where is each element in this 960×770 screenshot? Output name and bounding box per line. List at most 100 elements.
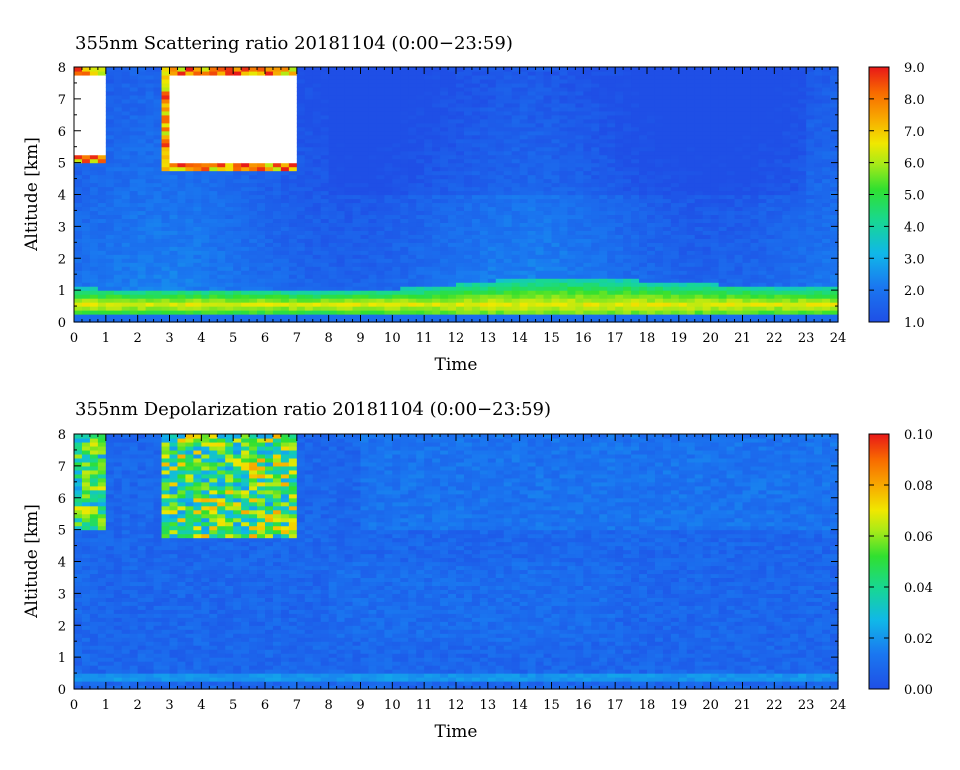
heatmap-cell — [631, 218, 640, 223]
heatmap-cell — [376, 94, 385, 100]
heatmap-cell — [272, 150, 282, 156]
heatmap-cell — [209, 246, 218, 251]
heatmap-cell — [145, 318, 155, 323]
heatmap-cell — [543, 298, 553, 303]
heatmap-cell — [280, 310, 290, 315]
heatmap-cell — [631, 290, 640, 295]
heatmap-cell — [647, 274, 656, 279]
heatmap-cell — [312, 274, 322, 279]
heatmap-cell — [81, 174, 91, 180]
heatmap-cell — [129, 126, 139, 132]
heatmap-cell — [448, 154, 457, 160]
heatmap-cell — [344, 214, 354, 219]
heatmap-cell — [177, 210, 187, 216]
heatmap-cell — [654, 306, 664, 311]
heatmap-cell — [440, 250, 449, 255]
heatmap-cell — [503, 206, 513, 212]
heatmap-cell — [376, 162, 385, 168]
heatmap-cell — [360, 142, 370, 148]
heatmap-cell — [535, 122, 545, 128]
heatmap-cell — [511, 250, 521, 255]
heatmap-cell — [320, 94, 330, 100]
heatmap-cell — [559, 234, 569, 239]
heatmap-cell — [161, 314, 171, 319]
heatmap-cell — [599, 138, 608, 144]
heatmap-cell — [209, 122, 218, 128]
heatmap-cell — [639, 162, 648, 168]
heatmap-cell — [153, 74, 163, 80]
heatmap-cell — [209, 186, 218, 192]
heatmap-cell — [647, 270, 656, 275]
heatmap-cell — [185, 110, 194, 116]
heatmap-cell — [89, 90, 99, 96]
heatmap-cell — [320, 118, 330, 124]
heatmap-cell — [233, 114, 242, 120]
heatmap-cell — [654, 250, 664, 255]
heatmap-cell — [599, 290, 608, 295]
heatmap-cell — [344, 246, 354, 251]
heatmap-cell — [678, 178, 688, 184]
heatmap-cell — [217, 302, 226, 307]
heatmap-cell — [448, 162, 457, 168]
heatmap-cell — [551, 294, 561, 299]
heatmap-cell — [647, 194, 656, 200]
heatmap-cell — [511, 282, 521, 287]
heatmap-cell — [448, 78, 457, 84]
heatmap-cell — [527, 286, 537, 291]
heatmap-cell — [121, 214, 131, 219]
heatmap-cell — [662, 294, 672, 299]
heatmap-cell — [647, 262, 656, 267]
heatmap-cell — [424, 142, 433, 148]
heatmap-cell — [631, 150, 640, 156]
heatmap-cell — [137, 278, 147, 283]
heatmap-cell — [647, 206, 656, 212]
heatmap-cell — [662, 318, 672, 323]
heatmap-cell — [511, 118, 521, 124]
heatmap-cell — [265, 222, 274, 227]
heatmap-cell — [511, 162, 521, 168]
heatmap-cell — [257, 102, 266, 108]
heatmap-cell — [105, 262, 115, 267]
heatmap-cell — [448, 190, 457, 196]
heatmap-cell — [129, 262, 139, 267]
heatmap-cell — [519, 186, 529, 192]
heatmap-cell — [265, 154, 274, 160]
heatmap-cell — [607, 274, 616, 279]
heatmap-cell — [185, 226, 194, 231]
heatmap-cell — [257, 234, 266, 239]
heatmap-cell — [670, 314, 680, 319]
heatmap-cell — [416, 194, 425, 200]
heatmap-cell — [519, 106, 529, 112]
heatmap-cell — [543, 270, 553, 275]
heatmap-cell — [296, 178, 306, 184]
heatmap-cell — [233, 262, 242, 267]
heatmap-cell — [654, 278, 664, 283]
heatmap-cell — [559, 274, 569, 279]
heatmap-cell — [97, 190, 107, 196]
heatmap-cell — [81, 246, 91, 251]
heatmap-cell — [487, 90, 497, 96]
heatmap-cell — [416, 94, 425, 100]
heatmap-cell — [81, 146, 91, 152]
heatmap-cell — [137, 154, 147, 160]
heatmap-cell — [201, 202, 210, 208]
heatmap-cell — [639, 298, 648, 303]
heatmap-cell — [352, 158, 362, 164]
heatmap-cell — [129, 170, 139, 176]
heatmap-cell — [662, 122, 672, 128]
heatmap-cell — [296, 90, 306, 96]
heatmap-cell — [352, 230, 362, 235]
heatmap-cell — [89, 298, 99, 303]
heatmap-cell — [265, 226, 274, 231]
heatmap-cell — [495, 218, 505, 223]
heatmap-cell — [241, 314, 250, 319]
heatmap-cell — [583, 162, 592, 168]
heatmap-cell — [543, 246, 553, 251]
heatmap-cell — [81, 238, 91, 243]
heatmap-cell — [535, 190, 545, 196]
heatmap-cell — [304, 130, 314, 136]
heatmap-cell — [217, 194, 226, 200]
heatmap-cell — [209, 150, 218, 156]
heatmap-cell — [463, 70, 473, 76]
heatmap-cell — [479, 266, 489, 271]
